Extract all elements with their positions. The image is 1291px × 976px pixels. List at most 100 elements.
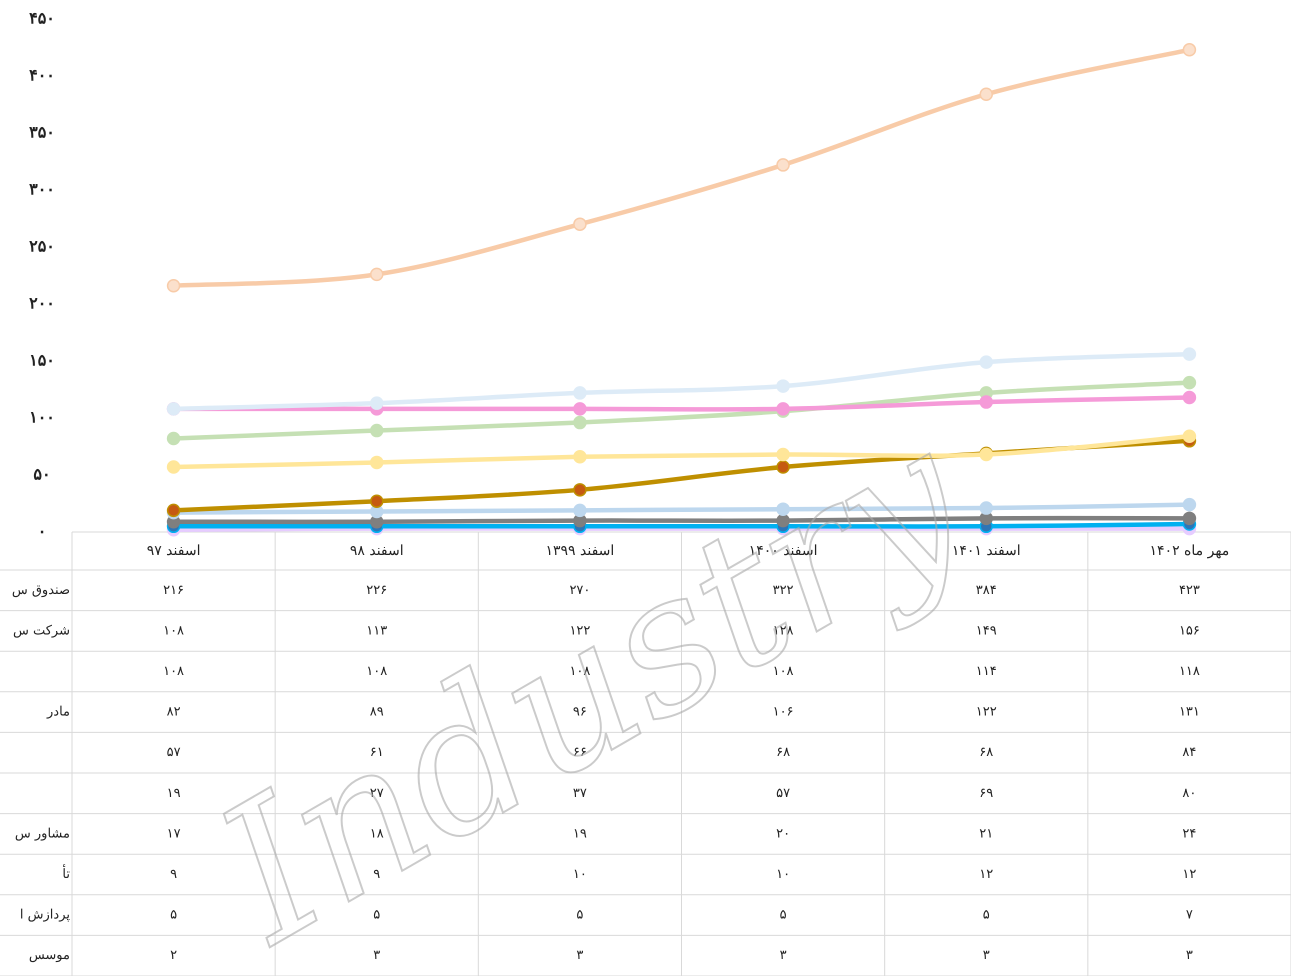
y-tick-label: ۲۵۰ — [29, 237, 55, 256]
point — [979, 87, 993, 101]
point — [1182, 390, 1197, 405]
row-label: پردازش ا — [20, 908, 70, 923]
table-cell: ۵۷ — [776, 786, 790, 801]
table-cell: ۱۰۸ — [163, 664, 184, 679]
series-line — [173, 515, 1190, 525]
y-tick-label: ۱۰۰ — [29, 408, 55, 427]
series-line — [173, 521, 1190, 529]
point — [370, 423, 384, 438]
table-cell: ۶۹ — [979, 786, 993, 801]
table-cell: ۵ — [983, 908, 990, 923]
table-cell: ۱۲۲ — [976, 705, 997, 720]
point — [166, 431, 181, 446]
table-cell: ۱۰ — [776, 867, 790, 882]
y-tick-label: ۳۵۰ — [29, 123, 55, 142]
table-cell: ۲۴ — [1182, 826, 1196, 841]
table-cell: ۹۶ — [573, 705, 587, 720]
row-label: تأ — [62, 864, 70, 882]
table-cell: ۳ — [1186, 948, 1193, 963]
point — [1182, 375, 1197, 390]
table-cell: ۹ — [373, 867, 380, 882]
table-cell: ۱۲ — [1182, 867, 1196, 882]
table-cell: ۵ — [170, 908, 177, 923]
point — [1182, 497, 1197, 512]
table-cell: ۱۴۹ — [976, 623, 997, 638]
table-cell: ۵ — [780, 908, 787, 923]
table-cell: ۵ — [373, 908, 380, 923]
point — [370, 455, 384, 470]
table-cell: ۱۳۱ — [1179, 705, 1200, 720]
y-tick-label: ۴۵۰ — [29, 9, 55, 28]
table-cell: ۶۸ — [979, 745, 993, 760]
table-cell: ۱۰۸ — [773, 664, 794, 679]
y-tick-label: ۵۰ — [33, 465, 50, 484]
table-cell: ۳ — [983, 948, 990, 963]
table-cell: ۷ — [1186, 908, 1193, 923]
table-cell: ۱۲۲ — [569, 623, 590, 638]
y-tick-label: ۰ — [38, 522, 47, 541]
table-cell: ۲۲۶ — [366, 583, 387, 598]
table-cell: ۶۶ — [573, 745, 587, 760]
table-cell: ۲۷ — [370, 786, 384, 801]
table-cell: ۳ — [576, 948, 583, 963]
table-cell: ۹ — [170, 867, 177, 882]
table-cell: ۳ — [780, 948, 787, 963]
point — [573, 450, 587, 464]
table-cell: ۱۰۸ — [163, 623, 184, 638]
table-cell: ۳۲۲ — [773, 583, 794, 598]
point — [166, 402, 181, 416]
point — [979, 355, 993, 369]
series-line — [173, 526, 1190, 532]
table-cell: ۱۸ — [370, 826, 384, 841]
x-tick-label: اسفند ۹۸ — [350, 543, 404, 559]
table-cell: ۸۴ — [1182, 745, 1196, 760]
table-cell: ۱۱۳ — [366, 623, 387, 638]
point — [166, 503, 181, 518]
row-label: صندوق س — [12, 583, 70, 598]
point — [776, 379, 790, 393]
table-cell: ۱۹ — [167, 786, 181, 801]
point — [1182, 511, 1197, 526]
point — [1182, 347, 1197, 361]
table-cell: ۱۹ — [573, 826, 587, 841]
table-cell: ۸۹ — [370, 705, 384, 720]
table-cell: ۱۵۶ — [1179, 623, 1200, 638]
table-cell: ۱۲ — [979, 867, 993, 882]
point — [776, 402, 790, 416]
table-cell: ۱۱۸ — [1179, 664, 1200, 679]
point — [573, 386, 587, 400]
x-tick-label: اسفند ۱۴۰۰ — [749, 543, 818, 559]
data-table: اسفند ۹۷ اسفند ۹۸ اسفند ۱۳۹۹ اسفند ۱۴۰۰ اسفن… — [0, 531, 1291, 976]
series-line — [173, 351, 1190, 412]
point — [1182, 43, 1197, 57]
table-cell: ۱۱۴ — [976, 664, 997, 679]
table-cell: ۱۰ — [573, 867, 587, 882]
point — [573, 503, 587, 518]
x-tick-label: اسفند ۱۳۹۹ — [546, 543, 615, 559]
x-tick-label: اسفند ۱۴۰۱ — [952, 543, 1021, 559]
point — [370, 267, 384, 282]
y-tick-label: ۳۰۰ — [29, 180, 55, 199]
point — [776, 447, 790, 462]
series-line — [173, 395, 1190, 412]
x-tick-label: اسفند ۹۷ — [147, 543, 201, 559]
point — [776, 158, 790, 172]
point — [166, 460, 181, 474]
point — [370, 396, 384, 410]
watermark: Industry — [182, 385, 1002, 976]
point — [776, 502, 790, 516]
table-cell: ۸۰ — [1182, 786, 1196, 801]
series-line — [173, 380, 1190, 441]
table-cell: ۲۰ — [776, 826, 790, 841]
x-tick-label: مهر ماه ۱۴۰۲ — [1150, 543, 1230, 559]
table-cell: ۱۷ — [167, 826, 181, 841]
point — [573, 217, 587, 231]
point — [573, 402, 587, 416]
row-label: شرکت س — [13, 623, 70, 638]
table-cell: ۳ — [373, 948, 380, 963]
row-label: مشاور س — [15, 826, 70, 841]
row-label: موسس — [29, 948, 70, 963]
point — [370, 494, 384, 508]
